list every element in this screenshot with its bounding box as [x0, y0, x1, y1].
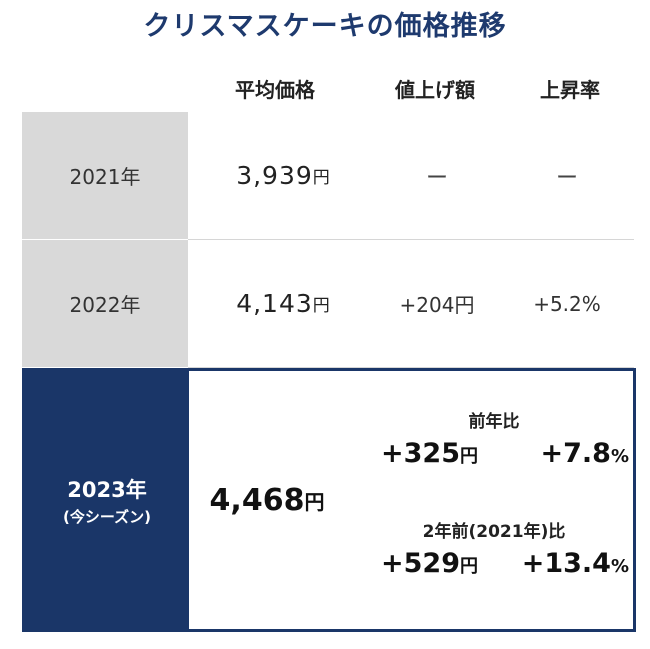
row-label-2021: 2021年 — [22, 112, 188, 239]
header-increase: 値上げ額 — [395, 78, 475, 102]
row-label-2023: 2023年 (今シーズン) — [25, 371, 189, 629]
yen-unit: 円 — [312, 296, 330, 316]
percent-unit: % — [610, 556, 629, 577]
yen-unit: 円 — [304, 489, 325, 514]
comparison-prev-year: 前年比 +325円 +7.8% — [355, 407, 633, 469]
rate-value: +7.8 — [540, 438, 611, 469]
comparison-rate: +7.8% — [541, 438, 630, 469]
current-season-box: 2023年 (今シーズン) 4,468 円 前年比 +325円 +7.8% 2年前… — [22, 368, 636, 632]
rate-2021: ー — [555, 165, 578, 191]
avg-price-value: 3,939 — [236, 161, 313, 190]
comparison-label: 前年比 — [468, 412, 520, 432]
comparison-rate: +13.4% — [522, 548, 629, 579]
comparison-label: 2年前(2021年)比 — [422, 522, 566, 542]
row-divider — [188, 239, 634, 240]
avg-price-value: 4,143 — [236, 289, 313, 318]
avg-price-2022: 4,143 円 — [188, 240, 378, 367]
page-title: クリスマスケーキの価格推移 — [143, 11, 507, 42]
comparison-increase: +529円 — [381, 548, 478, 579]
increase-value: +529 — [381, 548, 460, 579]
yen-unit: 円 — [459, 446, 478, 467]
increase-2022: +204円 — [399, 293, 475, 317]
increase-value: +325 — [381, 438, 460, 469]
current-year: 2023年 — [67, 477, 147, 502]
avg-price-2023: 4,468 円 — [191, 371, 343, 629]
rate-value: +13.4 — [521, 548, 611, 579]
yen-unit: 円 — [312, 168, 330, 188]
comparison-2021: 2年前(2021年)比 +529円 +13.4% — [355, 517, 633, 579]
price-table: 2021年 3,939 円 ー ー 2022年 4,143 円 +204円 +5.2… — [22, 112, 636, 632]
avg-price-value: 4,468 — [209, 482, 305, 518]
comparison-increase: +325円 — [381, 438, 478, 469]
rate-2022: +5.2% — [533, 291, 601, 316]
yen-unit: 円 — [459, 556, 478, 577]
increase-2021: ー — [425, 165, 448, 191]
row-label-2022: 2022年 — [22, 240, 188, 367]
percent-unit: % — [610, 446, 629, 467]
avg-price-2021: 3,939 円 — [188, 112, 378, 239]
header-avg-price: 平均価格 — [235, 78, 315, 102]
current-season-note: (今シーズン) — [63, 507, 151, 526]
row-divider — [188, 367, 634, 368]
header-rate: 上昇率 — [540, 78, 600, 102]
